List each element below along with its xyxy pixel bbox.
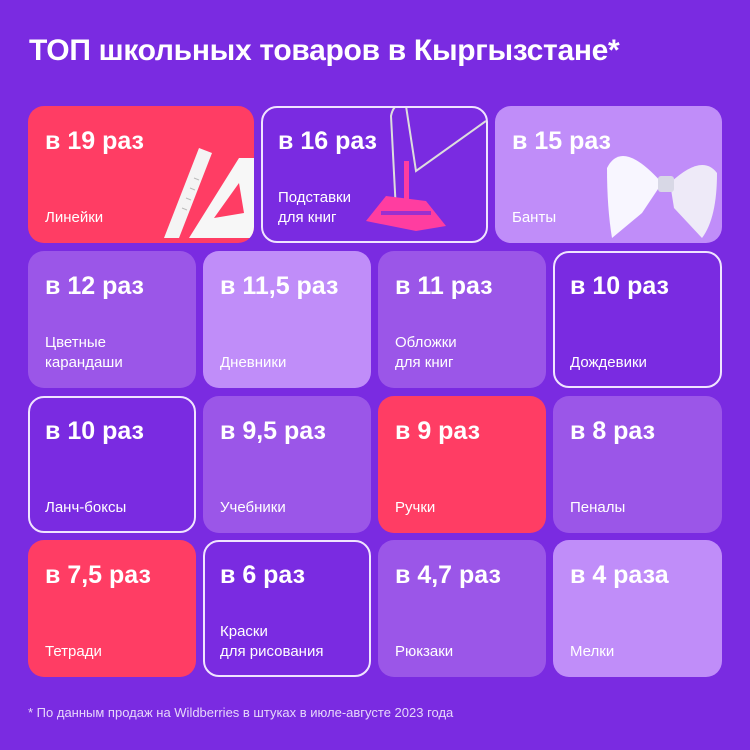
tile-label: Учебники [220, 499, 286, 516]
tile-card: в 4 раза Мелки [553, 540, 722, 677]
tile-value: в 10 раз [45, 417, 144, 445]
tile-value: в 9 раз [395, 417, 481, 445]
tile-label: Ручки [395, 499, 436, 516]
tile-value: в 15 раз [512, 127, 611, 155]
tile-label: Мелки [570, 643, 615, 660]
tile-card: в 6 раз Краски для рисования [203, 540, 371, 677]
tile-value: в 10 раз [570, 272, 669, 300]
tile-label: Тетради [45, 643, 102, 660]
tile-value: в 4,7 раз [395, 561, 501, 589]
tile-label: Рюкзаки [395, 643, 454, 660]
tile-value: в 8 раз [570, 417, 656, 445]
tile-card: в 19 раз Линейки [28, 106, 254, 243]
tile-label: Обложки для книг [395, 334, 457, 371]
tile-card: в 9,5 раз Учебники [203, 396, 371, 533]
bow-image [602, 138, 722, 243]
tile-value: в 4 раза [570, 561, 669, 589]
footnote: * По данным продаж на Wildberries в штук… [28, 705, 454, 720]
tile-card: в 4,7 раз Рюкзаки [378, 540, 546, 677]
tile-label: Пеналы [570, 499, 626, 516]
tile-value: в 6 раз [220, 561, 306, 589]
tile-label: Дождевики [570, 354, 647, 371]
page-title: ТОП школьных товаров в Кыргызстане* [29, 34, 620, 67]
tile-card: в 9 раз Ручки [378, 396, 546, 533]
tile-value: в 11,5 раз [220, 272, 339, 300]
tile-value: в 11 раз [395, 272, 493, 300]
tile-label: Дневники [220, 354, 287, 371]
tile-label: Цветные карандаши [45, 334, 123, 371]
tile-card: в 11 раз Обложки для книг [378, 251, 546, 388]
tile-card: в 10 раз Дождевики [553, 251, 722, 388]
book-stand-image [336, 108, 486, 241]
tile-card: в 15 раз Банты [495, 106, 722, 243]
tile-value: в 12 раз [45, 272, 144, 300]
tile-card: в 10 раз Ланч-боксы [28, 396, 196, 533]
rulers-image [144, 148, 254, 243]
tile-value: в 19 раз [45, 127, 144, 155]
tile-card: в 11,5 раз Дневники [203, 251, 371, 388]
tile-value: в 16 раз [278, 127, 377, 155]
tile-label: Линейки [45, 209, 104, 226]
tile-value: в 7,5 раз [45, 561, 151, 589]
tile-card: в 16 раз Подставки для книг [261, 106, 488, 243]
tile-card: в 12 раз Цветные карандаши [28, 251, 196, 388]
tile-value: в 9,5 раз [220, 417, 326, 445]
tile-card: в 8 раз Пеналы [553, 396, 722, 533]
tile-label: Краски для рисования [220, 623, 324, 660]
tile-label: Ланч-боксы [45, 499, 127, 516]
tile-card: в 7,5 раз Тетради [28, 540, 196, 677]
tile-label: Банты [512, 209, 557, 226]
tile-label: Подставки для книг [278, 189, 352, 226]
